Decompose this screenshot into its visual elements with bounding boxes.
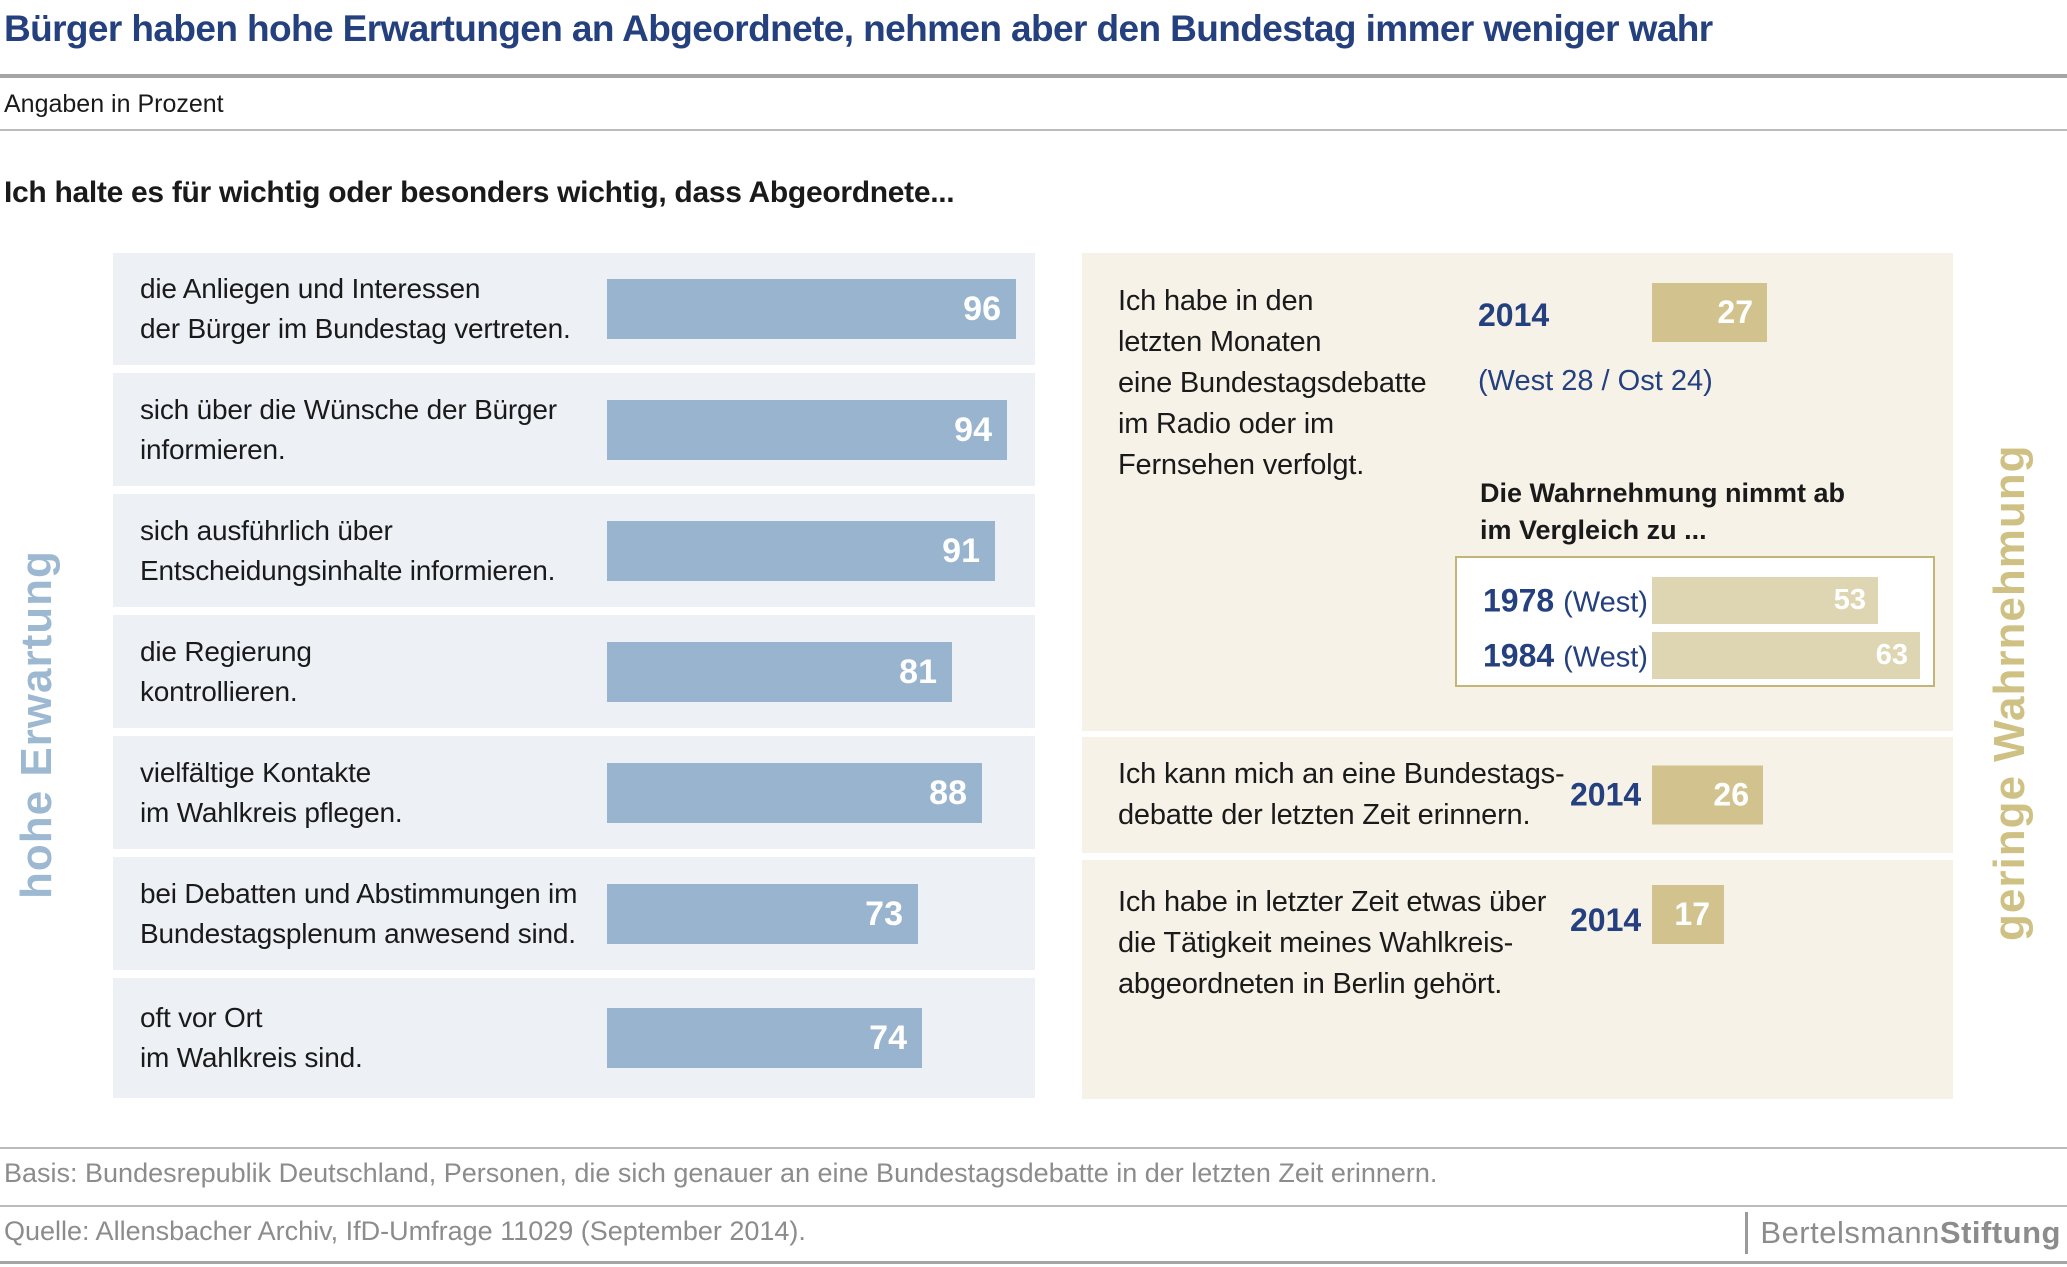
perception-section-debate-memory: Ich kann mich an eine Bundestags- debatt… (1082, 737, 1953, 853)
expectation-row: oft vor Ort im Wahlkreis sind. 74 (113, 978, 1035, 1098)
bar-value: 53 (1833, 584, 1866, 616)
comparison-year-label: 1978 (West) (1483, 582, 1648, 618)
expectation-label: bei Debatten und Abstimmungen im Bundesta… (140, 877, 578, 949)
axis-label-hohe-erwartung: hohe Erwartung (12, 550, 61, 900)
logo-text: BertelsmannStiftung (1760, 1215, 2061, 1250)
page-title: Bürger haben hohe Erwartungen an Abgeord… (4, 8, 1713, 49)
year-label: 2014 (1570, 776, 1642, 813)
expectation-bar: 96 (607, 279, 1016, 339)
divider (0, 1261, 2067, 1264)
expectation-label: vielfältige Kontakte im Wahlkreis pflegen… (140, 756, 403, 828)
expectation-row: sich über die Wünsche der Bürger informie… (113, 373, 1035, 486)
comparison-bar: 63 (1652, 632, 1920, 679)
divider (0, 1147, 2067, 1149)
expectation-bar: 88 (607, 762, 982, 823)
divider (0, 1205, 2067, 1207)
perception-statement: Ich habe in letzter Zeit etwas über die … (1118, 886, 1547, 1000)
bar-value: 96 (963, 290, 1001, 328)
expectation-label: die Regierung kontrollieren. (140, 635, 312, 707)
expectation-label: die Anliegen und Interessen der Bürger im… (140, 273, 571, 344)
perception-statement: Ich habe in den letzten Monaten eine Bun… (1118, 285, 1427, 481)
west-ost-note: (West 28 / Ost 24) (1478, 365, 1713, 397)
expectation-row: sich ausführlich über Entscheidungsinhalt… (113, 494, 1035, 607)
bar-value: 73 (865, 894, 903, 933)
divider (0, 74, 2067, 78)
expectation-bar: 73 (607, 883, 918, 944)
expectation-label: oft vor Ort im Wahlkreis sind. (140, 1002, 363, 1073)
comparison-year-label: 1984 (West) (1483, 637, 1648, 673)
bar-value: 94 (954, 410, 992, 449)
perception-panel: Ich habe in den letzten Monaten eine Bun… (1082, 253, 1953, 1099)
expectation-bar: 94 (607, 399, 1007, 460)
perception-section-mp-activity: Ich habe in letzter Zeit etwas über die … (1082, 860, 1953, 1099)
comparison-box: 1978 (West) 53 1984 (West) 63 (1455, 556, 1935, 687)
bar-value: 91 (942, 531, 980, 570)
comparison-bar: 53 (1652, 577, 1878, 624)
perception-section-tv-radio: Ich habe in den letzten Monaten eine Bun… (1082, 253, 1953, 731)
axis-label-geringe-wahrnehmung: geringe Wahrnehmung (1985, 444, 2034, 941)
bar-value: 63 (1875, 639, 1908, 671)
expectation-label: sich ausführlich über Entscheidungsinhalt… (140, 514, 556, 586)
perception-bar: 27 (1652, 283, 1767, 342)
logo-divider (1745, 1212, 1749, 1254)
source-note: Quelle: Allensbacher Archiv, IfD-Umfrage… (4, 1216, 806, 1246)
perception-bar: 17 (1652, 885, 1724, 944)
expectation-label: sich über die Wünsche der Bürger informie… (140, 393, 557, 465)
expectation-bar: 81 (607, 641, 952, 702)
bertelsmann-logo: BertelsmannStiftung (1745, 1212, 2061, 1254)
question-heading: Ich halte es für wichtig oder besonders … (4, 176, 955, 209)
expectation-bar: 91 (607, 520, 995, 581)
divider (0, 129, 2067, 131)
bar-value: 88 (929, 773, 967, 812)
expectation-row: die Regierung kontrollieren. 81 (113, 615, 1035, 728)
expectation-row: vielfältige Kontakte im Wahlkreis pflegen… (113, 736, 1035, 849)
expectations-panel: die Anliegen und Interessen der Bürger im… (113, 253, 1035, 1099)
comparison-row: 1978 (West) 53 (1457, 577, 1933, 624)
comparison-row: 1984 (West) 63 (1457, 632, 1933, 679)
expectation-bar: 74 (607, 1008, 922, 1068)
units-note: Angaben in Prozent (4, 90, 224, 118)
bar-value: 27 (1717, 294, 1753, 330)
perception-statement: Ich kann mich an eine Bundestags- debatt… (1118, 758, 1565, 831)
bar-value: 17 (1674, 896, 1710, 932)
year-label: 2014 (1570, 902, 1642, 938)
basis-note: Basis: Bundesrepublik Deutschland, Perso… (4, 1158, 1438, 1188)
expectation-row: die Anliegen und Interessen der Bürger im… (113, 253, 1035, 365)
expectation-row: bei Debatten und Abstimmungen im Bundesta… (113, 857, 1035, 970)
bar-value: 81 (899, 652, 937, 691)
comparison-intro: Die Wahrnehmung nimmt ab im Vergleich zu… (1480, 478, 1846, 545)
bar-value: 74 (869, 1019, 907, 1057)
perception-bar: 26 (1652, 765, 1763, 825)
bar-value: 26 (1713, 776, 1749, 813)
year-label: 2014 (1478, 297, 1550, 333)
